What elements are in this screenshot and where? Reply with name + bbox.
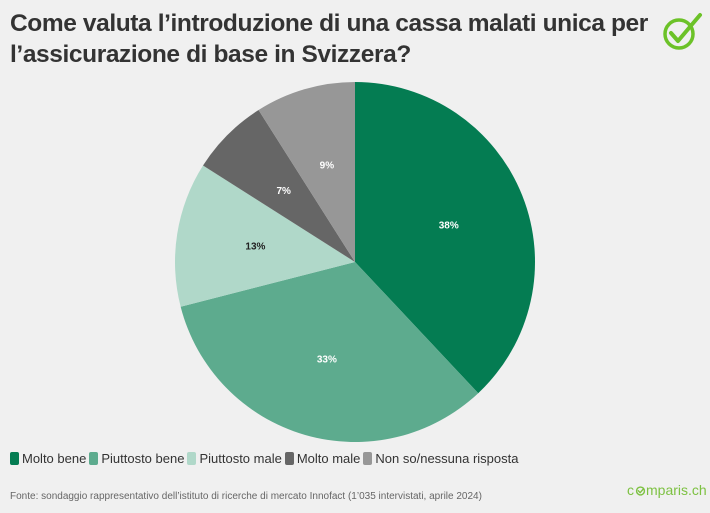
legend-swatch [284,452,294,465]
legend-label: Molto male [296,451,361,466]
pie-slice [175,165,355,307]
legend-swatch [89,452,99,465]
brand-logo: c mparis.ch [627,482,707,498]
chart-legend: Molto bene Piuttosto bene Piuttosto male… [10,451,522,466]
brand-suffix: mparis.ch [646,482,707,498]
slice-value-label: 7% [276,186,291,197]
legend-item-molto-bene: Molto bene [10,451,86,466]
legend-label: Piuttosto male [199,451,282,466]
slice-value-label: 38% [439,220,459,231]
legend-swatch [363,452,373,465]
pie-slice [203,110,355,263]
pie-chart: 38% 33% 13% 7% 9% [170,77,540,447]
source-note: Fonte: sondaggio rappresentativo dell’is… [10,491,482,502]
legend-item-non-so: Non so/nessuna risposta [363,451,519,466]
pie-slice [180,262,479,442]
slice-value-label: 13% [245,242,265,253]
check-circle-icon [635,485,645,496]
brand-prefix: c [627,482,634,498]
legend-label: Non so/nessuna risposta [375,451,519,466]
chart-title: Come valuta l’introduzione di una cassa … [10,10,648,68]
legend-item-piuttosto-bene: Piuttosto bene [89,451,184,466]
check-circle-icon [663,13,702,50]
legend-item-piuttosto-male: Piuttosto male [187,451,282,466]
pie-slice [258,82,355,262]
legend-label: Molto bene [22,451,87,466]
legend-swatch [10,452,19,465]
pie-slice [355,82,535,394]
pie-chart-svg: 38% 33% 13% 7% 9% [175,82,535,442]
legend-swatch [187,452,197,465]
legend-label: Piuttosto bene [101,451,185,466]
legend-item-molto-male: Molto male [284,451,361,466]
slice-value-label: 9% [320,161,335,172]
slice-value-label: 33% [317,354,337,365]
